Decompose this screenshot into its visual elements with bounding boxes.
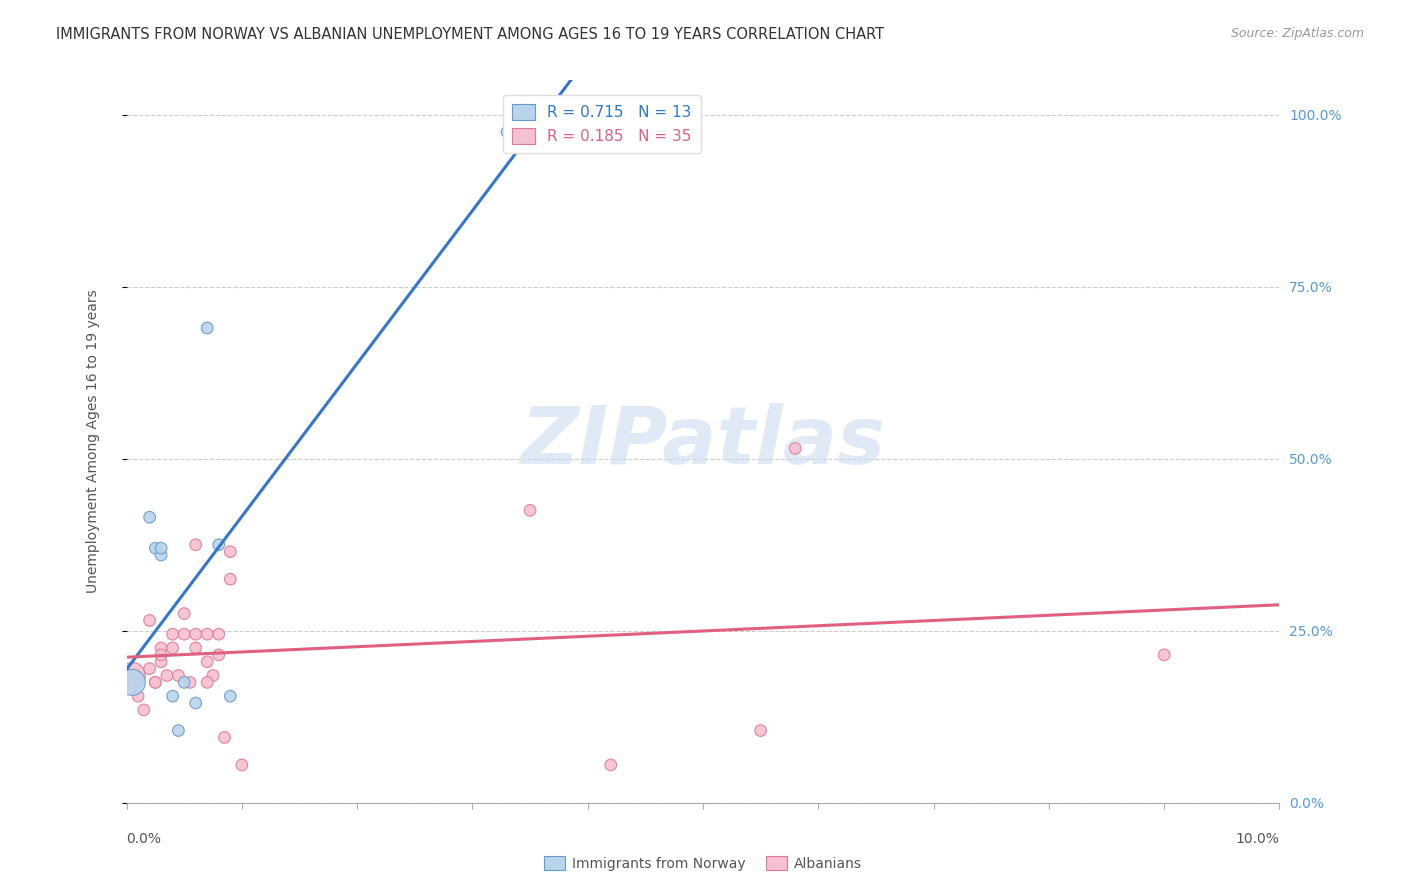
Point <box>231 758 253 772</box>
Point <box>496 125 519 139</box>
Text: ZIPatlas: ZIPatlas <box>520 402 886 481</box>
Y-axis label: Unemployment Among Ages 16 to 19 years: Unemployment Among Ages 16 to 19 years <box>86 290 100 593</box>
Point <box>599 758 621 772</box>
Point <box>162 627 184 641</box>
Text: IMMIGRANTS FROM NORWAY VS ALBANIAN UNEMPLOYMENT AMONG AGES 16 TO 19 YEARS CORREL: IMMIGRANTS FROM NORWAY VS ALBANIAN UNEMP… <box>56 27 884 42</box>
Point <box>145 675 166 690</box>
Point <box>219 689 242 703</box>
Point <box>219 544 242 558</box>
Point <box>195 655 218 669</box>
Text: 0.0%: 0.0% <box>127 831 162 846</box>
Point <box>145 541 166 556</box>
Point <box>167 723 190 738</box>
Point <box>121 675 143 690</box>
Point <box>195 675 218 690</box>
Point <box>156 668 179 682</box>
Point <box>785 442 807 456</box>
Point <box>208 538 231 552</box>
Point <box>749 723 772 738</box>
Point <box>208 648 231 662</box>
Point <box>202 668 225 682</box>
Point <box>195 627 218 641</box>
Point <box>150 648 173 662</box>
Point <box>184 640 207 655</box>
Point <box>195 321 218 335</box>
Point <box>138 614 160 628</box>
Point <box>162 689 184 703</box>
Legend: Immigrants from Norway, Albanians: Immigrants from Norway, Albanians <box>538 850 868 876</box>
Point <box>1153 648 1175 662</box>
Point <box>150 548 173 562</box>
Point <box>167 668 190 682</box>
Point <box>127 689 149 703</box>
Text: 10.0%: 10.0% <box>1236 831 1279 846</box>
Point <box>138 510 160 524</box>
Point <box>184 627 207 641</box>
Point <box>150 541 173 556</box>
Point <box>173 607 195 621</box>
Point <box>519 503 541 517</box>
Legend: R = 0.715   N = 13, R = 0.185   N = 35: R = 0.715 N = 13, R = 0.185 N = 35 <box>503 95 702 153</box>
Point <box>179 675 201 690</box>
Point <box>132 703 155 717</box>
Point <box>184 696 207 710</box>
Text: Source: ZipAtlas.com: Source: ZipAtlas.com <box>1230 27 1364 40</box>
Point <box>173 675 195 690</box>
Point <box>150 655 173 669</box>
Point <box>173 627 195 641</box>
Point <box>121 668 143 682</box>
Point <box>145 675 166 690</box>
Point <box>150 640 173 655</box>
Point <box>219 572 242 586</box>
Point <box>184 538 207 552</box>
Point <box>162 640 184 655</box>
Point <box>138 662 160 676</box>
Point <box>208 627 231 641</box>
Point <box>214 731 236 745</box>
